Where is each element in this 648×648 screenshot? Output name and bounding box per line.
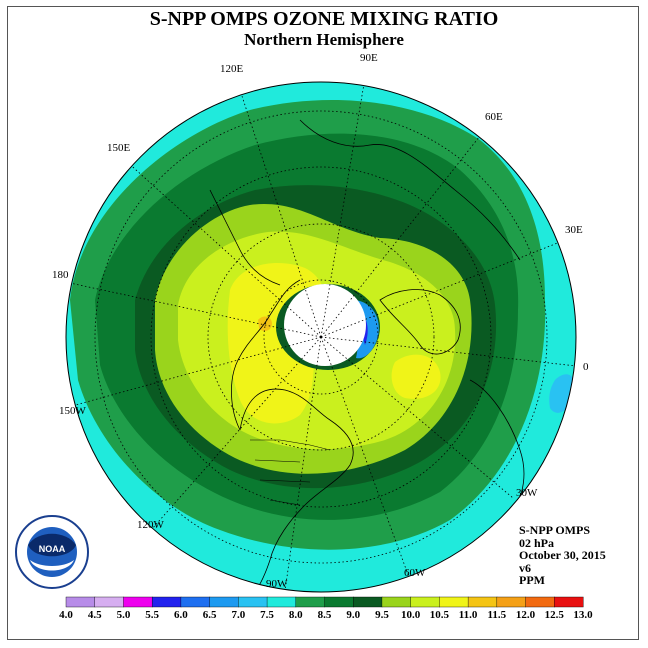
colorbar-swatch xyxy=(123,596,153,608)
lon-label-120w: 120W xyxy=(137,519,165,531)
lon-label-150w: 150W xyxy=(59,405,87,417)
lon-label-60w: 60W xyxy=(404,567,426,579)
colorbar-swatch xyxy=(496,596,527,608)
coastlines xyxy=(209,119,525,592)
north-america-coast xyxy=(239,388,354,592)
meridian-30e xyxy=(320,237,571,338)
band-10-5-east xyxy=(391,354,441,399)
colorbar-tick-label: 10.5 xyxy=(430,609,450,621)
lon-label-30e: 30E xyxy=(565,224,583,236)
meridian-60e xyxy=(320,121,492,338)
colorbar-swatch xyxy=(94,596,124,608)
meridian-120w xyxy=(151,336,322,530)
colorbar-swatch xyxy=(151,596,182,608)
ozone-field xyxy=(66,82,576,592)
lon-label-150e: 150E xyxy=(107,142,131,154)
siberia-coast xyxy=(209,189,281,286)
lon-label-90w: 90W xyxy=(266,578,288,590)
colorbar-tick-label: 13.0 xyxy=(573,609,593,621)
meridian-90w xyxy=(284,336,322,592)
colorbar-swatch xyxy=(324,596,354,608)
colorbar-swatch xyxy=(525,596,555,608)
graticule xyxy=(69,82,576,592)
colorbar-tick-label: 11.0 xyxy=(459,609,478,621)
colorbar-tick-label: 8.0 xyxy=(289,609,303,621)
lat-circle-45 xyxy=(150,166,492,508)
map-title: S-NPP OMPS OZONE MIXING RATIO xyxy=(149,8,499,30)
colorbar-tick-label: 12.0 xyxy=(516,609,536,621)
meridian-120e xyxy=(239,89,322,338)
colorbar-swatch xyxy=(238,596,268,608)
colorbar-tick-label: 8.5 xyxy=(318,609,332,621)
info-instrument: S-NPP OMPS xyxy=(519,523,590,537)
noaa-logo: NOAA xyxy=(15,515,89,589)
info-block: S-NPP OMPS 02 hPa October 30, 2015 v6 PP… xyxy=(519,524,606,587)
colorbar-swatch xyxy=(554,596,584,608)
colorbar-swatch xyxy=(410,596,440,608)
colorbar-tick-label: 12.5 xyxy=(545,609,565,621)
longitude-labels: 90E 60E 30E 0 30W 60W 90W 120W 150W 180 … xyxy=(52,52,589,590)
lon-label-60e: 60E xyxy=(485,111,503,123)
meridian-150w xyxy=(71,336,322,407)
colorbar-swatch xyxy=(295,596,325,608)
colorbar-tick-label: 9.0 xyxy=(346,609,360,621)
colorbar: 4.0 4.5 5.0 5.5 6.0 6.5 7.0 7.5 8.0 8.5 9.0 9.5 10.0… xyxy=(59,596,593,621)
map-border xyxy=(65,81,577,593)
colorbar-tick-label: 7.0 xyxy=(231,609,245,621)
colorbar-tick-label: 9.5 xyxy=(375,609,389,621)
colorbar-tick-label: 4.0 xyxy=(59,609,73,621)
logo-text: NOAA xyxy=(39,544,66,554)
colorbar-swatch xyxy=(65,596,96,608)
lon-label-30w: 30W xyxy=(516,487,538,499)
colorbar-tick-label: 5.5 xyxy=(145,609,159,621)
alaska-canada-coast xyxy=(231,279,301,431)
asia-coast xyxy=(299,119,521,261)
lon-label-180: 180 xyxy=(52,269,69,281)
info-date: October 30, 2015 xyxy=(519,548,606,562)
info-units: PPM xyxy=(519,573,545,587)
colorbar-tick-label: 5.0 xyxy=(117,609,131,621)
logo-bird-icon xyxy=(28,533,76,557)
info-level: 02 hPa xyxy=(519,535,555,550)
colorbar-swatch xyxy=(180,596,211,608)
colorbar-tick-label: 6.0 xyxy=(174,609,188,621)
lat-circle-60 xyxy=(207,223,435,451)
state-borders xyxy=(250,439,331,506)
colorbar-swatch xyxy=(209,596,239,608)
colorbar-swatch xyxy=(353,596,383,608)
meridian-150e xyxy=(124,159,322,338)
lon-label-90e: 90E xyxy=(360,52,378,64)
colorbar-tick-label: 6.5 xyxy=(203,609,217,621)
colorbar-tick-label: 11.5 xyxy=(488,609,507,621)
meridian-90e xyxy=(320,82,368,338)
greenland-coast xyxy=(379,289,461,355)
colorbar-tick-label: 4.5 xyxy=(88,609,102,621)
polar-night xyxy=(284,284,366,366)
lat-circle-75 xyxy=(263,279,379,395)
lat-circle-30 xyxy=(94,110,548,564)
meridian-0 xyxy=(320,336,576,367)
colorbar-swatch xyxy=(381,596,412,608)
meridian-60w xyxy=(320,336,411,581)
colorbar-swatch xyxy=(266,596,297,608)
colorbar-tick-label: 10.0 xyxy=(401,609,421,621)
map-subtitle: Northern Hemisphere xyxy=(244,30,404,49)
info-version: v6 xyxy=(519,560,531,575)
logo-wave-icon xyxy=(30,560,74,571)
meridian-30w xyxy=(320,336,514,499)
lon-label-0: 0 xyxy=(583,361,589,373)
lon-label-120e: 120E xyxy=(220,63,244,75)
colorbar-tick-label: 7.5 xyxy=(260,609,274,621)
colorbar-swatch xyxy=(467,596,498,608)
colorbar-swatch xyxy=(439,596,469,608)
meridian-180 xyxy=(69,282,322,338)
